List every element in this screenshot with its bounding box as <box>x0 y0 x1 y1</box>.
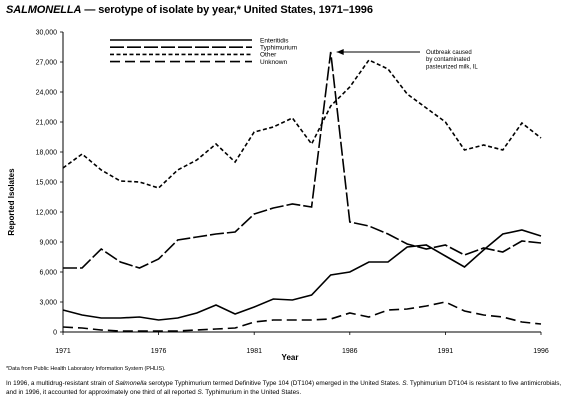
x-tick-label-1976: 1976 <box>151 348 167 355</box>
series-line-enteritidis <box>62 229 542 321</box>
annotation-text-0-0: Outbreak caused <box>426 50 472 56</box>
y-tick-label-21-000: 21,000 <box>36 119 58 126</box>
annotation-arrow-head-0 <box>336 49 344 55</box>
x-tick-label-1986: 1986 <box>342 348 358 355</box>
legend-label-other: Other <box>260 52 277 59</box>
x-tick-label-1996: 1996 <box>533 348 549 355</box>
legend-label-enteritidis: Enteritidis <box>260 37 289 44</box>
y-tick-label-3-000: 3,000 <box>39 299 57 306</box>
y-tick-label-27-000: 27,000 <box>36 59 58 66</box>
y-tick-label-30-000: 30,000 <box>36 29 58 36</box>
axes: 0 3,000 6,000 9,000 12,000 15,000 18,000 21,000… <box>7 29 549 362</box>
note-italic-2: S. <box>402 380 409 387</box>
x-tick-label-1981: 1981 <box>246 348 262 355</box>
y-tick-label-12-000: 12,000 <box>36 209 58 216</box>
legend-label-typhimurium: Typhimurium <box>260 45 297 52</box>
series-line-typhimurium <box>63 51 542 269</box>
note-text-3: Typhimurium DT104 is resistant to five a… <box>6 380 562 396</box>
note-italic-1: Salmonella <box>115 380 147 387</box>
note: In 1996, a multidrug-resistant strain of… <box>6 380 572 397</box>
annotation-text-0-1: by contaminated <box>426 57 470 63</box>
note-text-1: In 1996, a multidrug-resistant strain of <box>6 380 116 387</box>
chart-title: SALMONELLA — serotype of isolate by year… <box>6 4 373 16</box>
y-tick-label-18-000: 18,000 <box>36 149 58 156</box>
y-axis-title: Reported Isolates <box>7 168 16 236</box>
series-layer <box>62 51 542 332</box>
series-line-unknown <box>62 301 542 332</box>
footnote: *Data from Public Health Laboratory Info… <box>6 366 166 372</box>
note-text-4: Typhimurium in the United States. <box>203 388 302 396</box>
x-tick-label-1991: 1991 <box>438 348 454 355</box>
annotation-text-0-2: pasteurized milk, IL <box>426 64 478 70</box>
y-tick-label-15-000: 15,000 <box>36 179 58 186</box>
y-tick-label-24-000: 24,000 <box>36 89 58 96</box>
chart-title-italic: SALMONELLA <box>6 4 82 16</box>
x-axis-title: Year <box>282 353 299 362</box>
y-tick-label-9-000: 9,000 <box>39 239 57 246</box>
legend-label-unknown: Unknown <box>260 59 287 66</box>
note-italic-3: S. <box>197 388 204 396</box>
series-line-other <box>62 58 542 189</box>
y-tick-label-6-000: 6,000 <box>39 269 57 276</box>
note-text-2: serotype Typhimurium termed Definitive T… <box>146 380 403 387</box>
chart-title-rest: — serotype of isolate by year,* United S… <box>81 4 373 16</box>
y-tick-label-0: 0 <box>53 329 57 336</box>
x-tick-label-1971: 1971 <box>55 348 71 355</box>
